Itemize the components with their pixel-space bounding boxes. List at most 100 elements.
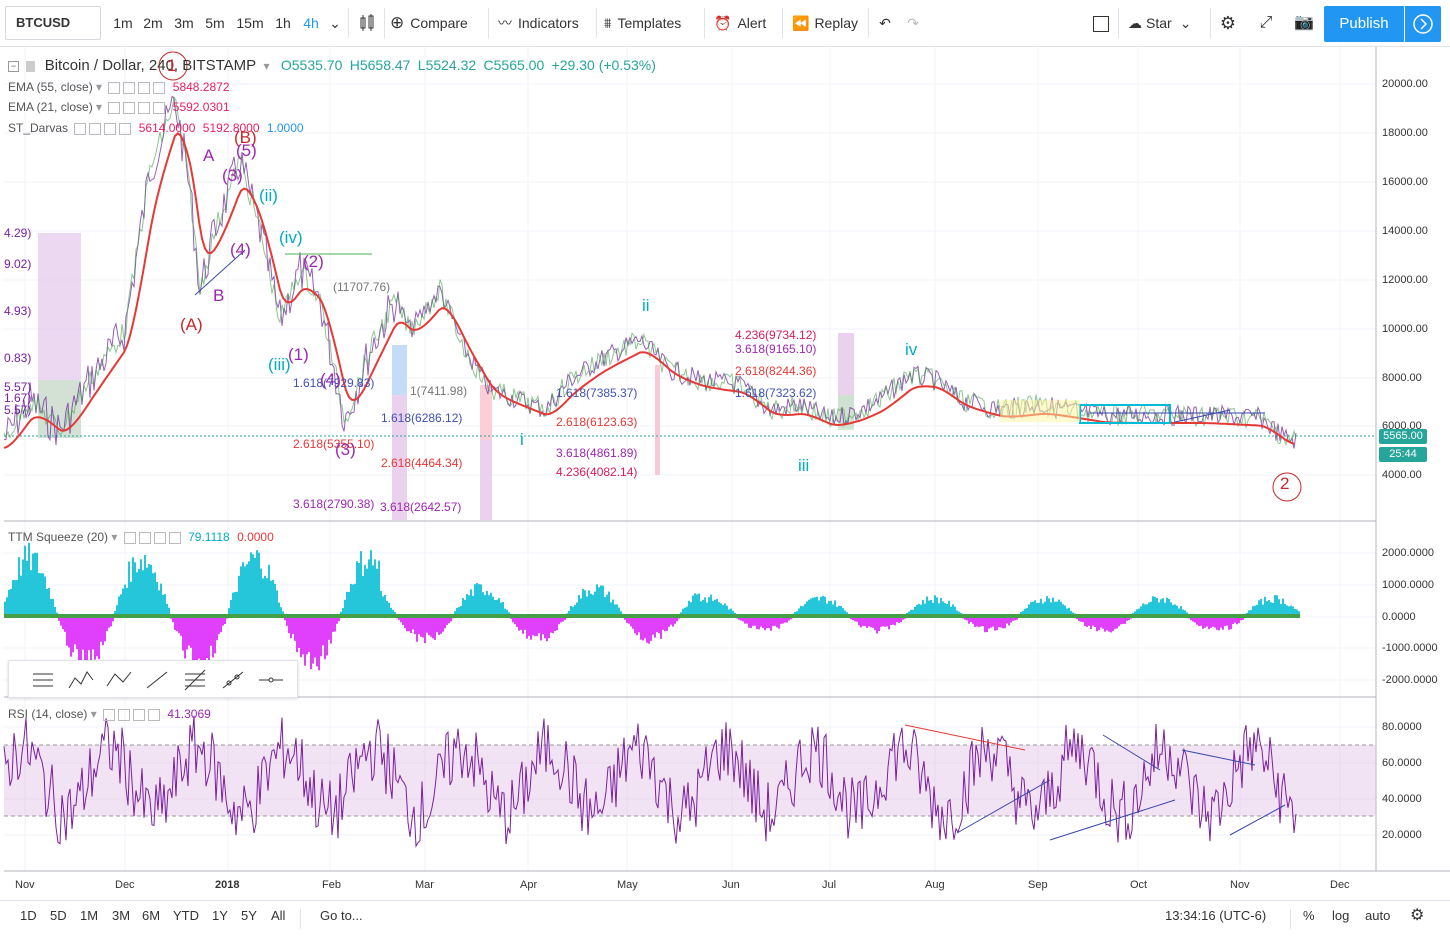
- eye-icon[interactable]: [108, 81, 121, 94]
- ttm-label: TTM Squeeze (20): [8, 530, 109, 544]
- ray-tool-icon[interactable]: [217, 664, 249, 696]
- close-icon[interactable]: [153, 101, 166, 114]
- indicator-legend-darvas[interactable]: ST_Darvas 5614.0000 5192.8000 1.0000: [8, 121, 304, 135]
- ttm-bar: [700, 601, 702, 614]
- ema-polyline: [3, 131, 1295, 449]
- ttm-bar: [556, 618, 558, 631]
- interval-3m[interactable]: 3m: [174, 15, 194, 31]
- bars-style-icon[interactable]: [354, 6, 380, 40]
- indicators-button[interactable]: 〰 Indicators: [494, 6, 590, 40]
- hline-tool-icon[interactable]: [255, 664, 287, 696]
- ttm-bar: [900, 618, 902, 623]
- ttm-bar: [598, 587, 600, 614]
- compare-button[interactable]: ⊕ Compare: [390, 6, 482, 40]
- lines-tool-icon[interactable]: [27, 664, 59, 696]
- interval-4h[interactable]: 4h: [303, 15, 319, 31]
- camera-icon[interactable]: 📷: [1294, 14, 1314, 31]
- fib-level-label: 2.618(8244.36): [735, 364, 817, 378]
- interval-2m[interactable]: 2m: [143, 15, 163, 31]
- range-3m[interactable]: 3M: [112, 908, 131, 923]
- ttm-bar: [960, 612, 962, 614]
- star-button[interactable]: ☁ Star ⌄: [1124, 6, 1206, 40]
- range-5d[interactable]: 5D: [50, 908, 67, 923]
- auto-toggle[interactable]: auto: [1365, 908, 1391, 923]
- settings-icon[interactable]: [118, 708, 131, 721]
- ttm-bar: [606, 594, 608, 614]
- fullscreen-box-icon[interactable]: [1090, 6, 1112, 40]
- close-icon[interactable]: [148, 708, 161, 721]
- eye-icon[interactable]: [108, 101, 121, 114]
- percent-toggle[interactable]: %: [1303, 908, 1315, 923]
- range-5y[interactable]: 5Y: [241, 908, 257, 923]
- ttm-bar: [978, 618, 980, 628]
- symbol-search[interactable]: BTCUSD: [5, 6, 101, 40]
- fib-tool-icon[interactable]: [179, 664, 211, 696]
- rsi-legend[interactable]: RSI (14, close) ▾ 41.3069: [8, 707, 211, 721]
- ttm-bar: [520, 618, 522, 630]
- ttm-bar: [714, 599, 716, 614]
- interval-1h[interactable]: 1h: [275, 15, 291, 31]
- ttm-bar: [744, 618, 746, 624]
- add-icon[interactable]: [133, 708, 146, 721]
- range-all[interactable]: All: [271, 908, 286, 923]
- add-icon[interactable]: [104, 122, 117, 135]
- trendline-tool-icon[interactable]: [141, 664, 173, 696]
- publish-button[interactable]: Publish: [1324, 6, 1404, 42]
- ttm-bar: [342, 607, 344, 614]
- replay-button[interactable]: ⏪ Replay: [788, 6, 862, 40]
- settings-icon[interactable]: [89, 122, 102, 135]
- ttm-bar: [466, 594, 468, 614]
- ttm-bar: [1016, 618, 1018, 620]
- close-icon[interactable]: [119, 122, 132, 135]
- ttm-bar: [1094, 618, 1096, 628]
- eye-icon[interactable]: [103, 708, 116, 721]
- interval-5m[interactable]: 5m: [205, 15, 225, 31]
- gear-icon[interactable]: ⚙: [1410, 907, 1425, 924]
- interval-1m[interactable]: 1m: [113, 15, 133, 31]
- log-toggle[interactable]: log: [1332, 908, 1350, 923]
- undo-icon[interactable]: ↶: [879, 15, 891, 31]
- eye-icon[interactable]: [74, 122, 87, 135]
- ttm-legend[interactable]: TTM Squeeze (20) ▾ 79.1118 0.0000: [8, 530, 274, 544]
- chevron-down-icon[interactable]: ⌄: [329, 15, 341, 31]
- fib-level-label: 0.83): [4, 351, 32, 365]
- ttm-bar: [1240, 618, 1242, 621]
- abc-wave-icon[interactable]: [103, 664, 135, 696]
- range-1d[interactable]: 1D: [20, 908, 37, 923]
- ttm-bar: [38, 572, 40, 614]
- add-icon[interactable]: [138, 101, 151, 114]
- templates-button[interactable]: ⩩ Templates: [602, 6, 698, 40]
- chevron-down-icon[interactable]: ▾: [263, 59, 270, 73]
- ttm-bar: [912, 609, 914, 614]
- gear-icon[interactable]: ⚙: [1219, 13, 1237, 33]
- redo-icon[interactable]: ↷: [907, 15, 919, 31]
- settings-icon[interactable]: [123, 101, 136, 114]
- ttm-bar: [664, 618, 666, 632]
- expand-icon[interactable]: ⤢: [1259, 14, 1273, 31]
- ttm-bar: [670, 618, 672, 625]
- ttm-bar: [146, 567, 148, 614]
- goto-button[interactable]: Go to...: [320, 908, 363, 923]
- clock[interactable]: 13:34:16 (UTC-6): [1165, 908, 1267, 923]
- indicator-legend-ema55[interactable]: EMA (55, close) ▾ 5848.2872: [8, 80, 230, 94]
- add-icon[interactable]: [153, 531, 166, 544]
- range-ytd[interactable]: YTD: [173, 908, 199, 923]
- range-1m[interactable]: 1M: [80, 908, 99, 923]
- close-icon[interactable]: [153, 81, 166, 94]
- add-icon[interactable]: [138, 81, 151, 94]
- ttm-bar: [1014, 618, 1016, 621]
- eye-icon[interactable]: [123, 531, 136, 544]
- publish-arrow-icon[interactable]: [1405, 6, 1441, 42]
- elliott-wave-icon[interactable]: [65, 664, 97, 696]
- settings-icon[interactable]: [123, 81, 136, 94]
- settings-icon[interactable]: [138, 531, 151, 544]
- range-1y[interactable]: 1Y: [212, 908, 228, 923]
- interval-15m[interactable]: 15m: [236, 15, 264, 31]
- collapse-icon[interactable]: −: [8, 61, 19, 73]
- alert-button[interactable]: ⏰ Alert: [710, 6, 776, 40]
- close-icon[interactable]: [168, 531, 181, 544]
- indicator-legend-ema21[interactable]: EMA (21, close) ▾ 5592.0301: [8, 100, 230, 114]
- ttm-bar: [718, 602, 720, 614]
- range-6m[interactable]: 6M: [142, 908, 161, 923]
- chart-canvas[interactable]: [0, 0, 1450, 900]
